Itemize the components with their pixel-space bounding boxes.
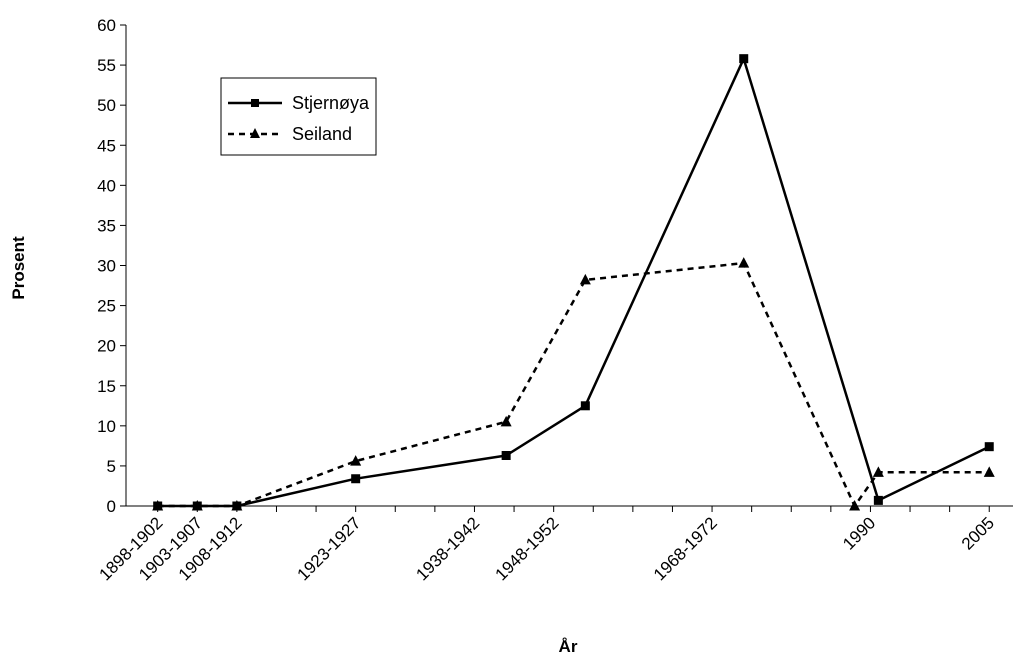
- data-point-seiland: [738, 257, 750, 268]
- legend-label-seiland: Seiland: [292, 124, 352, 144]
- data-point-seiland: [579, 273, 591, 285]
- y-tick-label: 25: [97, 297, 116, 316]
- data-point-stjernoya: [501, 450, 511, 460]
- series-layer: [152, 54, 995, 511]
- data-point-stjernoya: [873, 495, 883, 505]
- y-tick-label: 20: [97, 337, 116, 356]
- y-tick-label: 15: [97, 377, 116, 396]
- y-tick-label: 0: [107, 497, 116, 516]
- y-tick-label: 35: [97, 216, 116, 235]
- data-point-seiland: [350, 455, 362, 466]
- data-point-stjernoya: [580, 401, 590, 411]
- y-tick-label: 55: [97, 56, 116, 75]
- y-tick-label: 10: [97, 417, 116, 436]
- data-point-seiland: [152, 500, 164, 511]
- legend-label-stjernoya: Stjernøya: [292, 93, 370, 113]
- data-point-seiland: [500, 415, 512, 427]
- data-point-stjernoya: [351, 474, 361, 484]
- y-tick-label: 50: [97, 96, 116, 115]
- x-tick-label: 1948-1952: [492, 513, 563, 584]
- x-tick-label: 1968-1972: [650, 513, 721, 584]
- data-point-seiland: [231, 500, 243, 511]
- data-point-seiland: [983, 466, 995, 477]
- x-tick-label: 2005: [958, 513, 998, 553]
- data-point-stjernoya: [739, 54, 749, 64]
- data-point-stjernoya: [984, 442, 994, 452]
- y-tick-label: 40: [97, 176, 116, 195]
- y-tick-label: 5: [107, 457, 116, 476]
- legend-marker-stjernoya: [251, 99, 259, 107]
- legend-box: [220, 77, 377, 156]
- y-tick-label: 30: [97, 257, 116, 276]
- legend: Stjernøya Seiland: [220, 77, 377, 156]
- y-tick-label: 60: [97, 16, 116, 35]
- legend-marker-seiland: [250, 128, 260, 138]
- y-tick-label: 45: [97, 136, 116, 155]
- series-line-seiland: [157, 261, 990, 508]
- data-point-seiland: [872, 466, 884, 477]
- data-point-seiland: [191, 500, 203, 511]
- x-axis-title: År: [559, 637, 578, 656]
- x-tick-label: 1938-1942: [412, 513, 483, 584]
- x-tick-label: 1990: [839, 513, 879, 553]
- y-axis-ticks: 0 5 10 15 20 25 30 35 40 45 50 55 60: [97, 16, 126, 516]
- data-point-seiland: [849, 500, 861, 511]
- y-axis-title: Prosent: [9, 236, 28, 300]
- x-tick-label: 1923-1927: [294, 513, 365, 584]
